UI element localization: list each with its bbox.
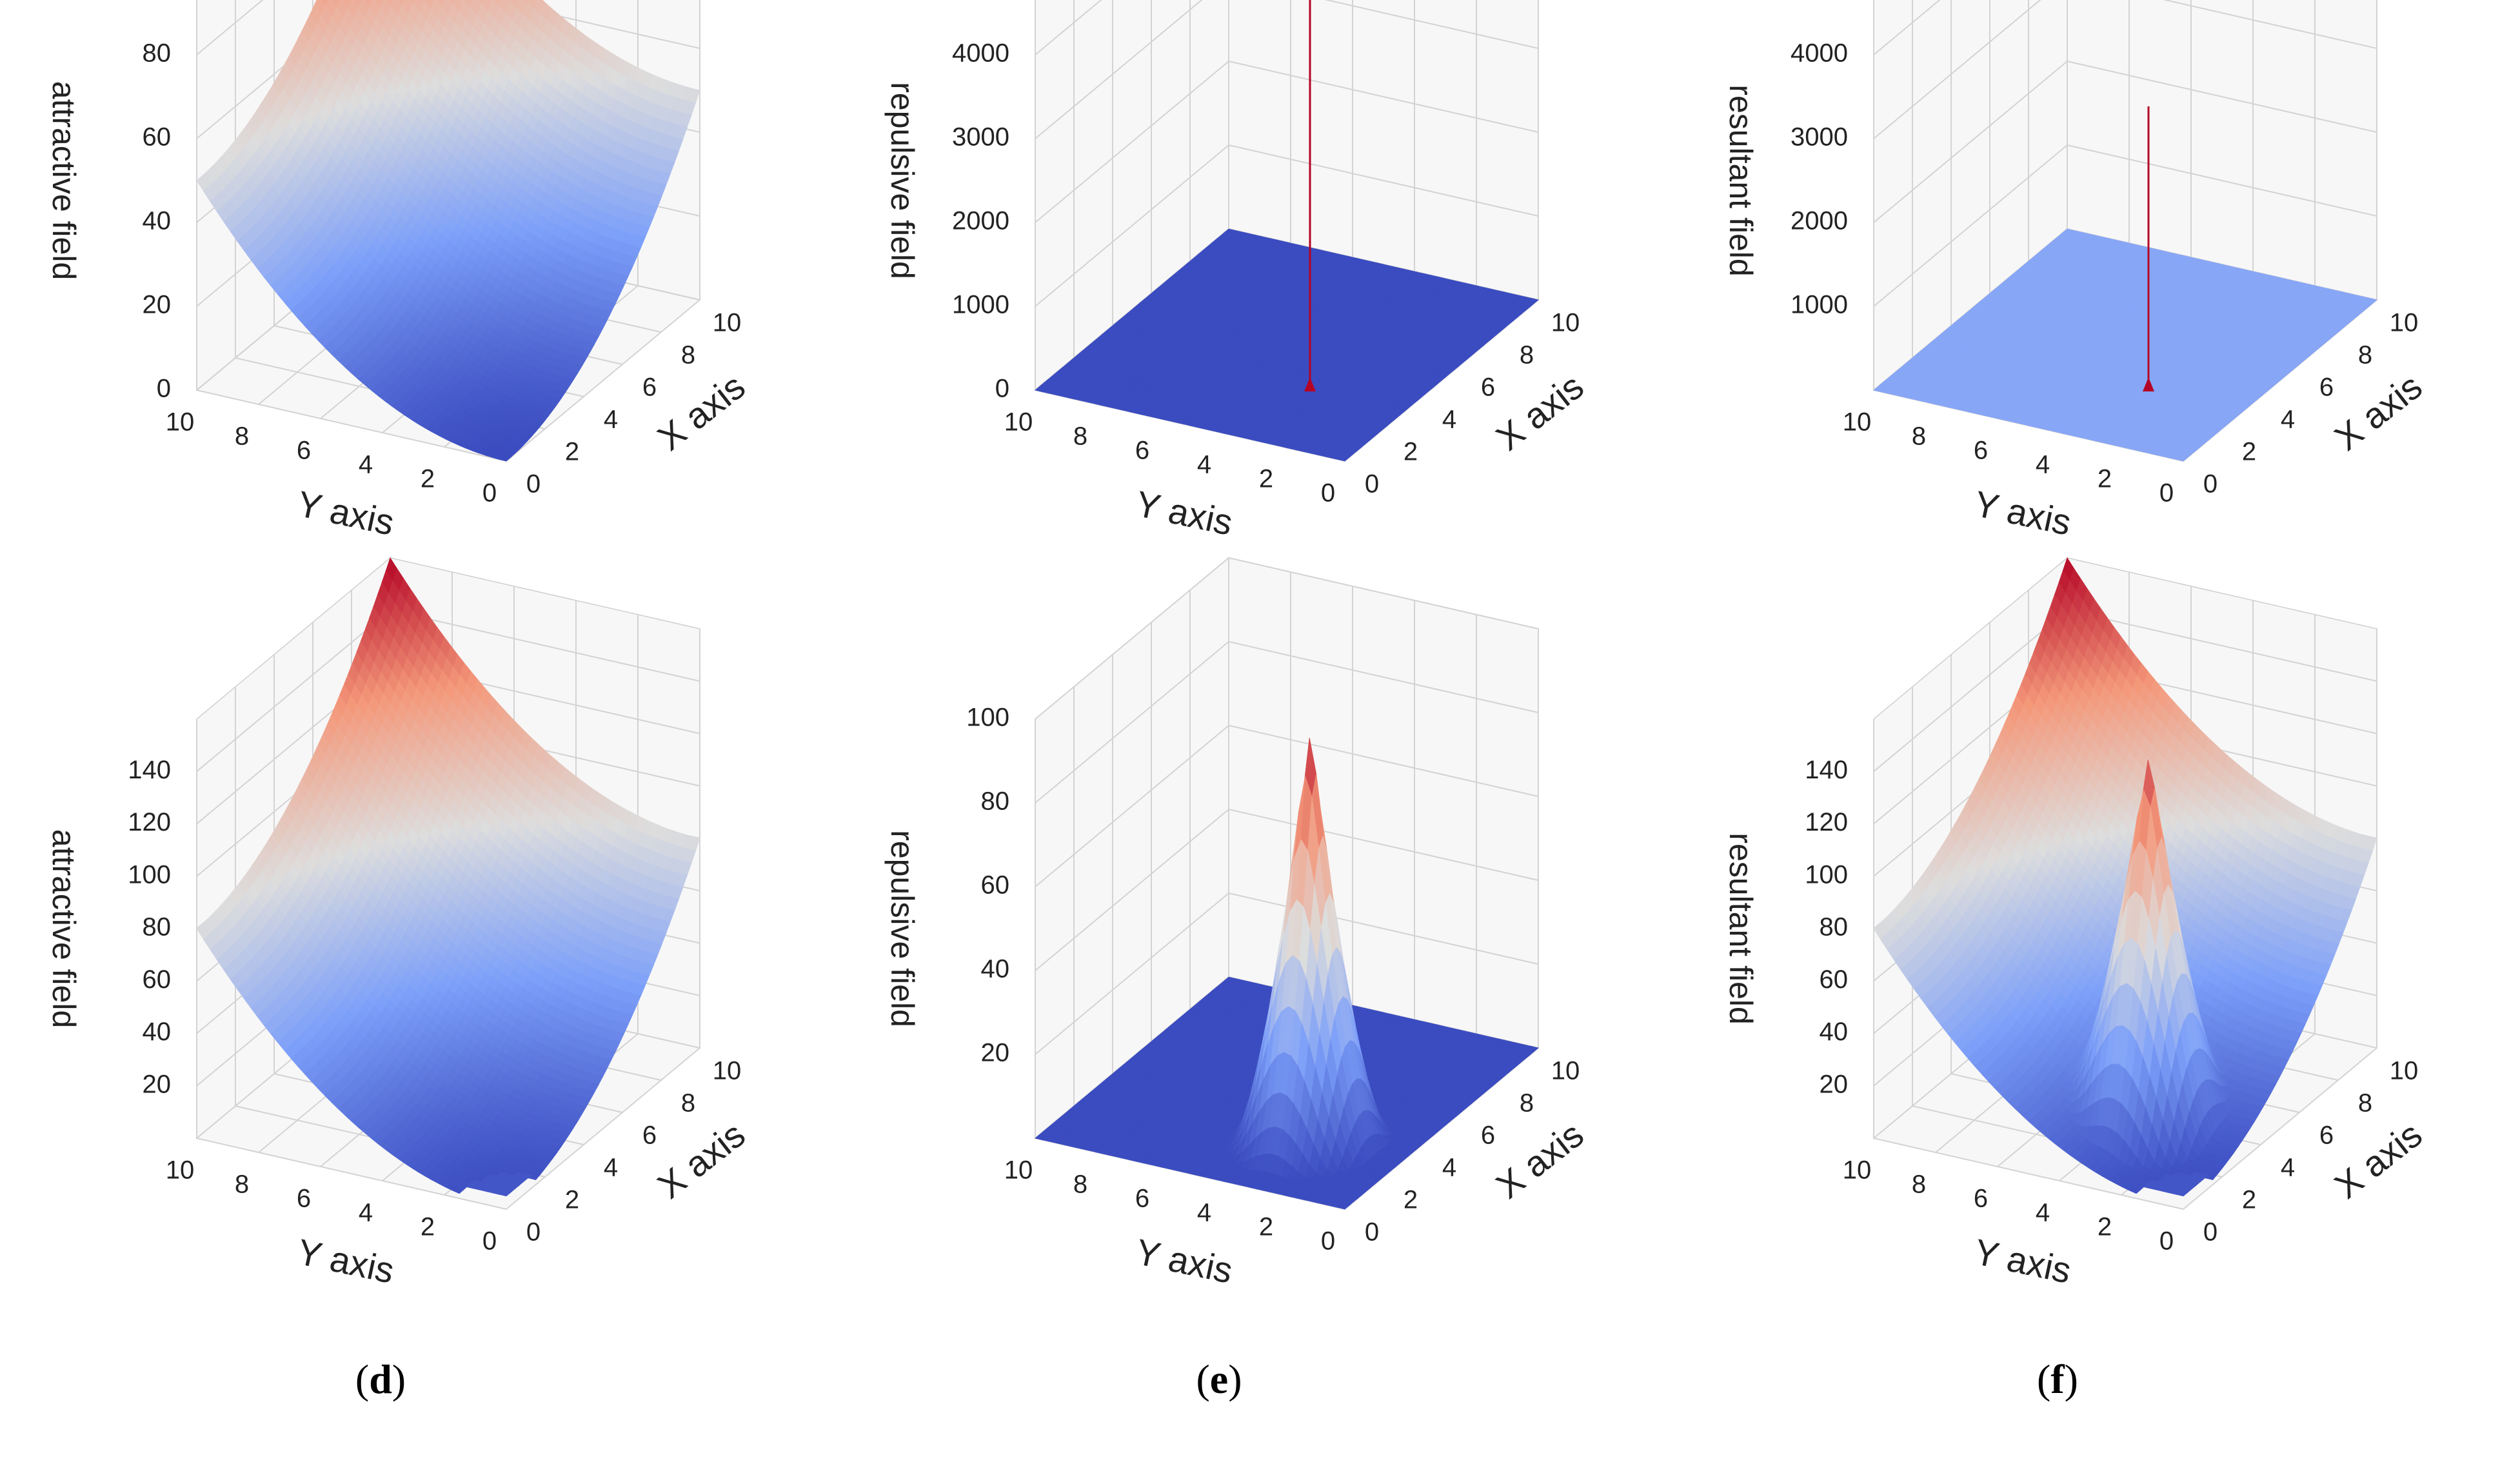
y-tick-label: 8: [235, 422, 249, 451]
z-tick-label: 80: [143, 39, 172, 68]
y-tick-label: 0: [482, 479, 497, 508]
y-tick-label: 4: [1197, 451, 1211, 479]
x-tick-label: 2: [565, 438, 579, 466]
surface-facet: [321, 0, 329, 7]
y-tick-label: 10: [1004, 408, 1033, 437]
x-tick-label: 10: [713, 309, 742, 337]
z-axis-label: repulsive field: [884, 82, 920, 279]
z-tick-label: 20: [143, 291, 172, 319]
z-tick-label: 4000: [952, 39, 1009, 68]
z-tick-label: 0: [157, 375, 171, 403]
y-axis-label: Y axis: [1132, 483, 1236, 543]
z-tick-label: 1000: [952, 291, 1009, 319]
z-tick-label: 2000: [952, 207, 1009, 235]
z-tick-label: 60: [143, 123, 172, 152]
y-tick-label: 8: [1073, 422, 1087, 451]
y-axis-label: Y axis: [293, 483, 397, 543]
x-axis-label: X axis: [1489, 366, 1591, 459]
y-tick-label: 6: [297, 437, 311, 465]
x-axis-label: X axis: [650, 366, 753, 459]
surface-mesh: [196, 0, 700, 462]
grid-line: [196, 0, 264, 55]
y-tick-label: 0: [1321, 479, 1335, 508]
x-tick-label: 8: [1520, 341, 1534, 370]
z-axis-label: attractive field: [46, 81, 82, 280]
x-tick-label: 6: [642, 373, 657, 402]
grid-line: [506, 299, 700, 462]
grid-line: [196, 390, 507, 462]
x-tick-label: 8: [681, 341, 695, 370]
z-tick-label: 3000: [952, 123, 1009, 152]
z-tick-label: 40: [143, 207, 172, 235]
x-tick-label: 0: [1365, 470, 1379, 499]
x-tick-label: 10: [1551, 309, 1580, 337]
surface-facet: [398, 0, 404, 6]
y-tick-label: 2: [421, 465, 435, 493]
x-tick-label: 2: [1404, 438, 1418, 466]
x-tick-label: 6: [1481, 373, 1495, 402]
x-tick-label: 4: [1442, 406, 1456, 434]
y-tick-label: 10: [166, 408, 195, 437]
y-tick-label: 2: [1259, 465, 1273, 493]
x-tick-label: 0: [526, 470, 541, 499]
y-tick-label: 4: [359, 451, 373, 479]
x-tick-label: 4: [604, 406, 618, 434]
y-tick-label: 6: [1135, 437, 1149, 465]
z-tick-label: 0: [995, 375, 1009, 403]
